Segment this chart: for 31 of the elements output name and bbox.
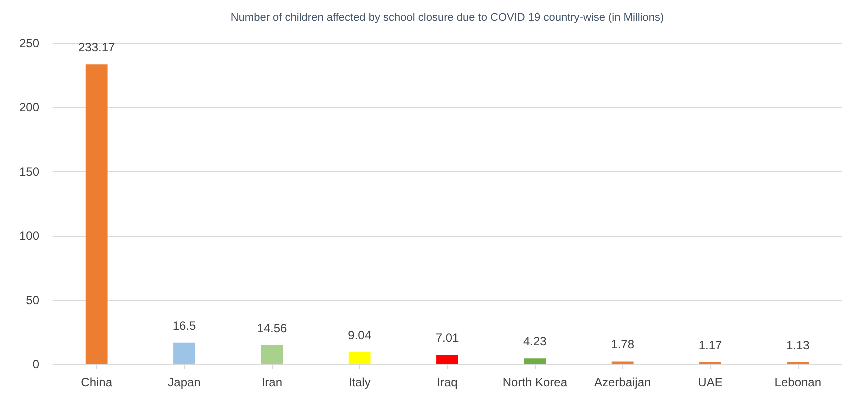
y-tick-label: 50 — [26, 293, 40, 308]
bar — [86, 64, 108, 364]
data-label: 9.04 — [348, 328, 372, 342]
data-label: 4.23 — [523, 334, 548, 349]
y-tick-label: 0 — [32, 358, 40, 372]
x-tick-label: North Korea — [502, 376, 568, 390]
data-label: 233.17 — [78, 40, 116, 55]
x-tick-label: Italy — [348, 376, 371, 390]
data-label: 1.13 — [786, 338, 810, 353]
bar — [436, 355, 458, 364]
chart-title: Number of children affected by school closure due to COVID 19 country-wise (in Millions) — [230, 12, 664, 24]
data-label: 1.17 — [698, 338, 722, 352]
x-tick-label: Azerbaijan — [594, 376, 652, 390]
data-label: 7.01 — [436, 331, 460, 345]
x-tick-label: Japan — [168, 376, 201, 390]
y-tick-label: 150 — [19, 164, 40, 179]
data-label: 14.56 — [257, 321, 288, 336]
x-tick-label: Iran — [262, 376, 283, 390]
y-tick-label: 100 — [19, 229, 40, 244]
data-label: 1.78 — [611, 338, 635, 352]
bar — [524, 358, 546, 364]
data-label: 16.5 — [172, 318, 196, 333]
x-tick-label: Iraq — [437, 376, 458, 390]
x-tick-label: UAE — [698, 376, 723, 390]
bar — [348, 352, 371, 364]
bar — [261, 345, 284, 364]
x-tick-label: Lebonan — [774, 376, 822, 390]
bar — [174, 342, 196, 364]
y-tick-label: 200 — [19, 100, 40, 115]
x-tick-label: China — [81, 376, 113, 390]
y-tick-label: 250 — [19, 36, 40, 50]
